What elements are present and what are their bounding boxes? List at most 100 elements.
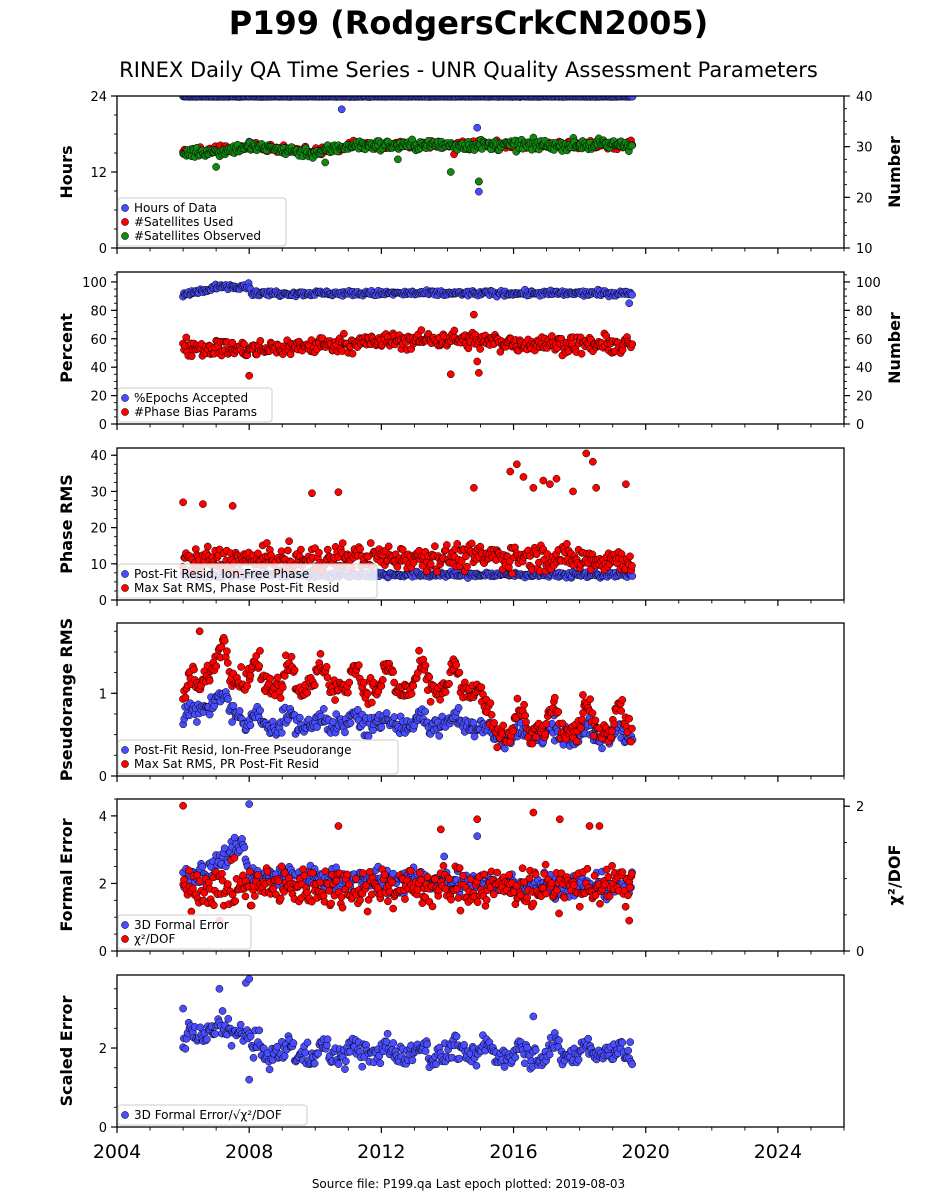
right-y-tick-label: 20 <box>856 390 873 405</box>
panel-percent: 020406080100020406080100NumberPercent%Ep… <box>57 271 904 433</box>
chart-title: P199 (RodgersCrkCN2005) <box>228 4 709 42</box>
data-point <box>266 674 275 683</box>
legend-entry: #Satellites Used <box>134 215 233 229</box>
outlier-point <box>245 371 254 380</box>
data-point <box>340 329 348 338</box>
data-point <box>621 902 630 911</box>
data-point <box>455 864 464 872</box>
outlier-point <box>579 691 587 699</box>
data-point <box>212 662 221 671</box>
data-point <box>343 870 352 879</box>
outlier-point <box>625 916 634 925</box>
data-point <box>284 546 292 555</box>
data-point <box>384 897 392 906</box>
data-point <box>442 541 451 549</box>
data-point <box>598 744 606 753</box>
data-point <box>541 860 550 869</box>
data-point <box>628 869 636 878</box>
data-point <box>338 539 347 547</box>
right-y-tick-label: 80 <box>856 304 873 319</box>
data-point <box>389 668 397 676</box>
data-point <box>439 861 448 870</box>
outlier-point <box>394 155 402 164</box>
outlier-point <box>625 299 634 308</box>
y-tick-label: 40 <box>90 361 107 376</box>
data-point <box>486 699 495 707</box>
legend-box <box>117 387 273 423</box>
legend-entry: Hours of Data <box>134 201 217 215</box>
outlier-point <box>470 483 478 492</box>
y-tick-label: 80 <box>90 304 107 319</box>
legend-marker <box>121 760 129 768</box>
data-point <box>223 659 232 667</box>
y-tick-label: 0 <box>99 418 107 433</box>
data-point <box>557 869 566 878</box>
outlier-point <box>245 800 254 808</box>
data-point <box>555 909 563 918</box>
data-point <box>319 705 328 713</box>
data-point <box>426 560 435 569</box>
data-point <box>254 871 262 879</box>
legend-entry: Max Sat RMS, Phase Post-Fit Resid <box>134 581 339 595</box>
data-point <box>235 707 244 715</box>
outlier-point <box>334 488 343 496</box>
data-point <box>605 892 614 901</box>
data-point <box>322 662 331 671</box>
data-point <box>624 891 632 900</box>
data-point <box>415 869 424 877</box>
pseudorange-legend: Post-Fit Resid, Ion-Free PseudorangeMax … <box>117 739 399 775</box>
data-point <box>190 665 198 674</box>
legend-marker <box>121 746 129 754</box>
series-hours-2 <box>179 133 636 186</box>
data-point <box>205 710 214 719</box>
data-point <box>315 548 323 557</box>
data-point <box>618 696 627 704</box>
data-point <box>525 874 534 883</box>
data-point <box>290 666 299 674</box>
data-point <box>493 743 502 752</box>
y-tick-label: 12 <box>90 166 107 181</box>
data-point <box>263 867 272 876</box>
data-point <box>586 695 595 704</box>
right-y-tick-label: 0 <box>856 418 864 433</box>
data-point <box>433 567 442 576</box>
outlier-point <box>555 815 564 824</box>
outlier-point <box>569 487 577 496</box>
data-point <box>346 719 355 727</box>
outlier-point <box>473 123 482 132</box>
data-point <box>200 888 209 897</box>
data-point <box>436 695 444 704</box>
data-point <box>325 886 333 895</box>
outlier-point <box>446 370 455 379</box>
right-y-tick-label: 20 <box>856 191 873 206</box>
data-point <box>591 716 600 725</box>
y-tick-label: 1 <box>99 687 107 702</box>
outlier-point <box>212 163 220 171</box>
hours-legend: Hours of Data#Satellites Used#Satellites… <box>117 197 287 247</box>
series-formal-1 <box>179 801 636 925</box>
data-point <box>193 718 201 726</box>
data-point <box>467 539 476 548</box>
data-point <box>256 647 264 655</box>
data-point <box>390 713 399 721</box>
data-point <box>477 683 486 692</box>
data-point <box>230 854 239 862</box>
y-tick-label: 30 <box>90 485 107 500</box>
data-point <box>409 681 418 690</box>
outlier-point <box>582 449 591 458</box>
data-point <box>610 720 619 729</box>
data-point <box>453 540 462 548</box>
data-point <box>454 703 463 712</box>
data-point <box>473 898 482 907</box>
data-point <box>505 871 514 879</box>
data-point <box>506 737 515 746</box>
outlier-point <box>539 476 548 485</box>
data-point <box>280 869 289 877</box>
y-axis-title: Formal Error <box>57 818 76 931</box>
data-point <box>344 688 352 697</box>
data-point <box>575 902 584 911</box>
right-y-tick-label: 10 <box>856 242 873 257</box>
data-point <box>184 866 193 875</box>
